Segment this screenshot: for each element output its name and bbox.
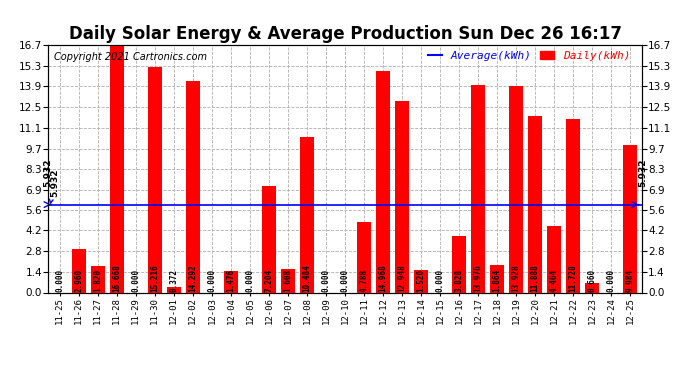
Bar [471,86,485,292]
Text: 0.000: 0.000 [246,268,255,292]
Bar [585,283,600,292]
Bar [90,266,105,292]
Bar [528,116,542,292]
Bar [509,86,523,292]
Text: 11.728: 11.728 [569,264,578,292]
Text: Copyright 2021 Cartronics.com: Copyright 2021 Cartronics.com [55,53,207,62]
Text: 14.968: 14.968 [379,264,388,292]
Text: 1.476: 1.476 [226,268,235,292]
Text: 15.216: 15.216 [150,264,159,292]
Text: 0.000: 0.000 [340,268,350,292]
Text: 0.000: 0.000 [322,268,331,292]
Text: 0.000: 0.000 [435,268,444,292]
Bar [376,70,390,292]
Text: 3.828: 3.828 [455,268,464,292]
Text: 0.000: 0.000 [55,268,64,292]
Bar [414,270,428,292]
Text: 13.928: 13.928 [512,264,521,292]
Text: 1.520: 1.520 [417,268,426,292]
Bar [623,144,638,292]
Bar [357,222,371,292]
Text: 2.960: 2.960 [75,268,83,292]
Bar [186,81,200,292]
Bar [300,137,314,292]
Text: 4.788: 4.788 [359,268,368,292]
Bar [167,287,181,292]
Text: 13.976: 13.976 [473,264,482,292]
Bar [224,271,238,292]
Bar [72,249,86,292]
Text: 5.932: 5.932 [638,158,647,187]
Text: 5.932: 5.932 [43,158,52,187]
Legend: Average(kWh), Daily(kWh): Average(kWh), Daily(kWh) [424,46,635,65]
Text: 16.668: 16.668 [112,264,121,292]
Text: 1.864: 1.864 [493,268,502,292]
Text: 0.660: 0.660 [588,268,597,292]
Text: 5.932: 5.932 [50,168,59,203]
Text: 7.204: 7.204 [264,268,273,292]
Bar [281,268,295,292]
Text: 4.464: 4.464 [550,268,559,292]
Bar [148,67,162,292]
Bar [547,226,562,292]
Text: 14.292: 14.292 [188,264,197,292]
Text: 0.000: 0.000 [208,268,217,292]
Bar [395,100,409,292]
Title: Daily Solar Energy & Average Production Sun Dec 26 16:17: Daily Solar Energy & Average Production … [68,26,622,44]
Bar [566,118,580,292]
Text: 0.372: 0.372 [169,268,178,292]
Bar [452,236,466,292]
Text: 10.484: 10.484 [302,264,311,292]
Bar [490,265,504,292]
Text: 9.984: 9.984 [626,268,635,292]
Text: 1.820: 1.820 [93,268,102,292]
Bar [110,45,124,292]
Text: 1.608: 1.608 [284,268,293,292]
Text: 0.000: 0.000 [607,268,615,292]
Bar [262,186,276,292]
Text: 0.000: 0.000 [131,268,140,292]
Text: 11.888: 11.888 [531,264,540,292]
Text: 12.948: 12.948 [397,264,406,292]
